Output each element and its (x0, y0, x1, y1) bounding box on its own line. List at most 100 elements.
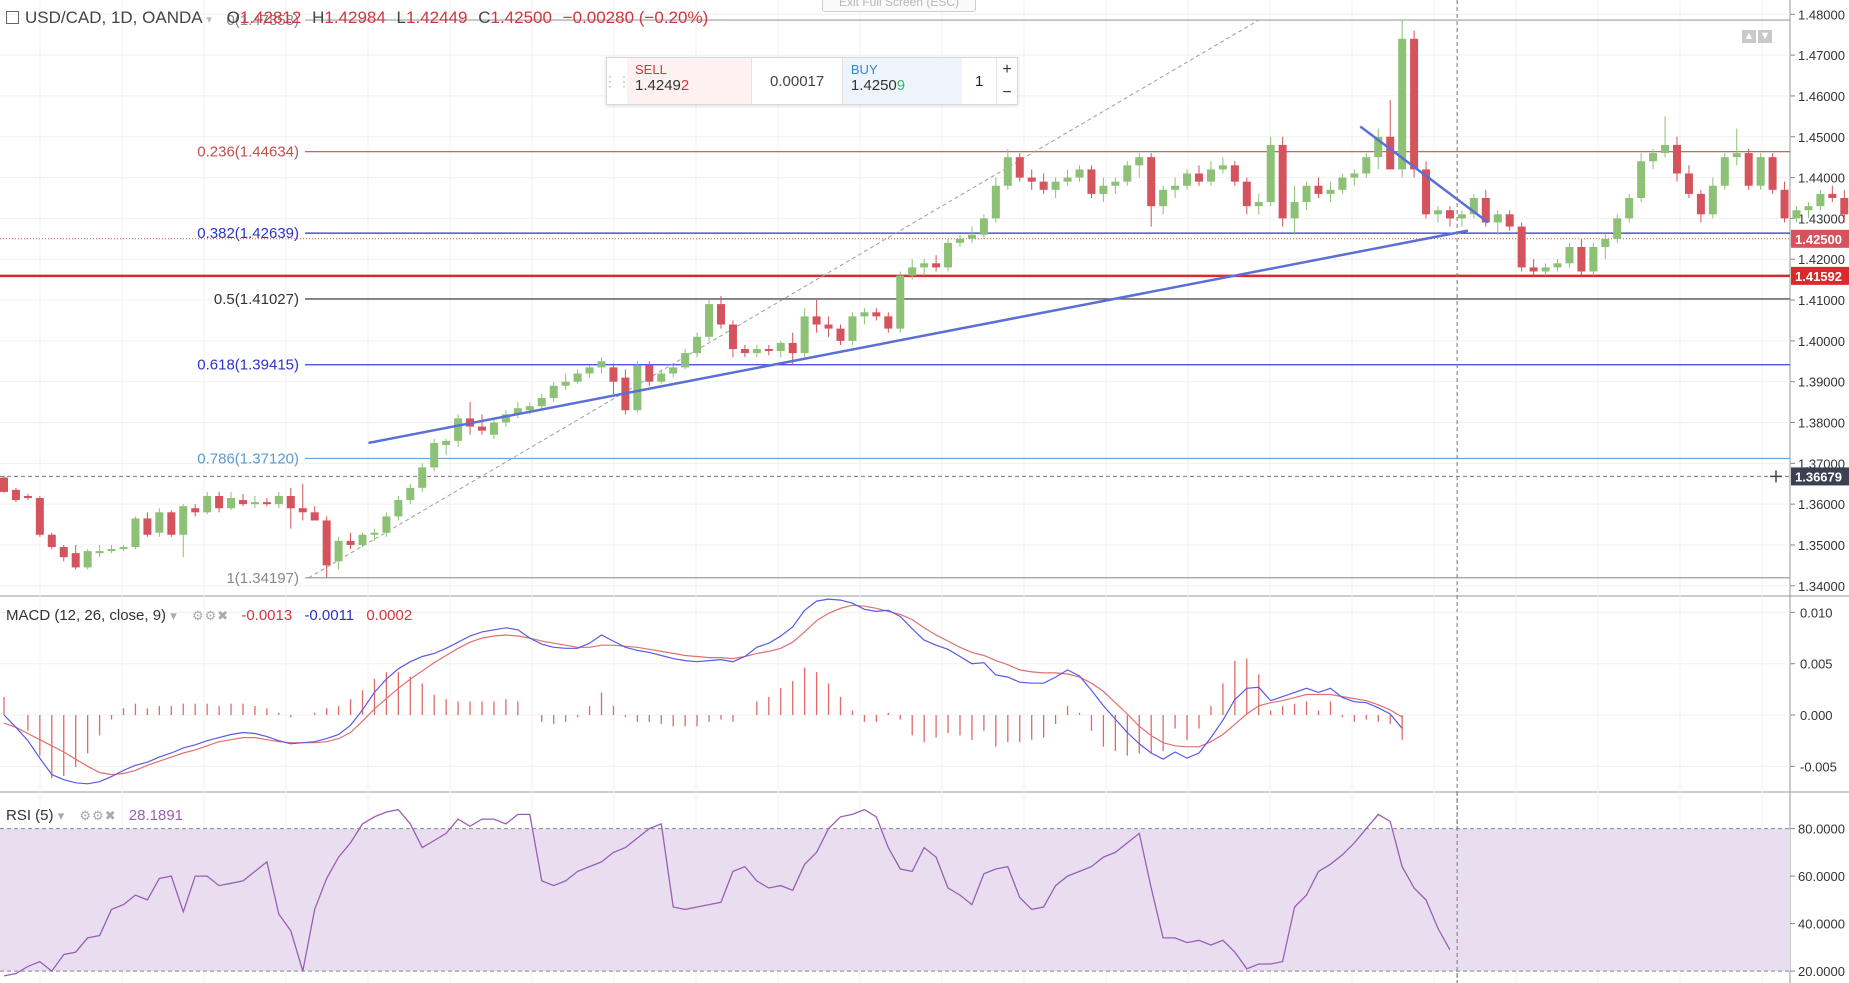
quantity-increment-button[interactable]: + (1002, 60, 1012, 78)
high-label: H (312, 8, 325, 27)
crosshair-price-badge: 1.36679 (1795, 469, 1842, 484)
candle-body (322, 520, 331, 566)
quantity-decrement-button[interactable]: − (1002, 83, 1012, 101)
candle-body (119, 547, 128, 550)
candle-body (669, 367, 678, 374)
candle-body (0, 477, 8, 492)
fib-level-label: 0.786(1.37120) (197, 450, 299, 467)
candle-body (95, 551, 104, 554)
menu-icon[interactable] (6, 11, 19, 24)
rsi-axis-label: 20.0000 (1798, 964, 1845, 979)
candle-body (788, 342, 797, 354)
candle-body (11, 489, 20, 501)
macd-axis-label: 0.000 (1800, 708, 1833, 723)
candle-body (131, 518, 140, 548)
rsi-title[interactable]: RSI (5) (6, 807, 54, 824)
chevron-down-icon[interactable]: ▾ (206, 14, 212, 26)
candle-body (167, 512, 176, 535)
candle-body (1171, 185, 1180, 190)
candle-body (1840, 197, 1849, 215)
histogram-value: 0.0002 (366, 607, 413, 624)
fib-level-label: 0.236(1.44634) (197, 144, 299, 161)
candle-body (1218, 165, 1227, 170)
candle-body (358, 534, 367, 545)
rsi-legend: RSI (5) ▾ ⚙⚙✖ 28.1891 (6, 807, 183, 824)
candle-body (633, 365, 642, 411)
candle-body (1015, 157, 1024, 178)
candle-body (250, 502, 259, 505)
low-label: L (396, 8, 407, 27)
candle-body (346, 540, 355, 545)
candle-body (1613, 218, 1622, 239)
candle-body (1350, 173, 1359, 178)
macd-title[interactable]: MACD (12, 26, close, 9) (6, 607, 167, 624)
candle-body (585, 367, 594, 374)
chevron-down-icon[interactable]: ▾ (170, 608, 178, 623)
candle-body (1266, 144, 1275, 203)
candle-body (442, 440, 451, 445)
close-label: C (478, 8, 491, 27)
signal-value: -0.0011 (304, 607, 355, 624)
high-value: 1.42984 (324, 8, 386, 27)
buy-button[interactable]: BUY 1.42509 (842, 58, 963, 104)
crosshair-price-badge-bg (1791, 467, 1849, 486)
candle-body (1111, 181, 1120, 186)
candle-body (1792, 210, 1801, 219)
candle-body (227, 498, 236, 509)
trade-panel: ⋮⋮ SELL 1.42492 0.00017 BUY 1.42509 1 + … (603, 57, 1018, 105)
ascending-trendline (368, 229, 1469, 445)
quantity-field[interactable]: 1 (962, 58, 998, 104)
close-icon[interactable]: ✖ (104, 808, 117, 823)
candle-body (1565, 246, 1574, 264)
candle-body (1637, 161, 1646, 198)
candle-body (1720, 157, 1729, 186)
candle-body (1684, 173, 1693, 194)
last-price-badge-bg (1791, 229, 1849, 248)
drag-handle-icon[interactable]: ⋮⋮ (603, 72, 631, 89)
macd-axis-label: -0.005 (1800, 759, 1837, 774)
macd-legend: MACD (12, 26, close, 9) ▾ ⚙⚙✖ -0.0013 -0… (6, 607, 412, 624)
candle-body (1159, 189, 1168, 207)
candle-body (1469, 197, 1478, 215)
candle-body (1290, 202, 1299, 219)
candle-body (1254, 202, 1263, 207)
candle-body (1206, 169, 1215, 182)
candle-body (1673, 144, 1681, 174)
macd-axis-label: 0.010 (1800, 605, 1833, 620)
sell-button[interactable]: SELL 1.42492 (627, 58, 752, 104)
chevron-down-icon[interactable]: ▾ (57, 808, 66, 823)
candle-body (1445, 210, 1454, 219)
symbol-label[interactable]: USD/CAD, 1D, OANDA (25, 8, 202, 27)
gear-icon[interactable]: ⚙ (92, 808, 105, 823)
candle-body (1410, 38, 1419, 170)
candle-body (489, 422, 498, 435)
close-icon[interactable]: ✖ (217, 608, 230, 623)
candle-body (59, 547, 68, 558)
candle-body (83, 551, 92, 568)
gear-icon[interactable]: ⚙ (204, 608, 218, 623)
pane-down-icon[interactable]: ▼ (1758, 30, 1772, 43)
candle-body (1577, 246, 1586, 272)
settings-icon[interactable]: ⚙ (79, 808, 93, 823)
buy-label: BUY (850, 62, 878, 77)
macd-line (3, 598, 1403, 785)
candle-body (1075, 169, 1084, 178)
pane-up-icon[interactable]: ▲ (1742, 30, 1756, 43)
candle-body (1589, 246, 1598, 272)
candle-body (1183, 173, 1192, 186)
rsi-axis-label: 80.0000 (1798, 822, 1845, 837)
candle-body (645, 365, 654, 382)
candle-body (884, 316, 893, 329)
candle-body (310, 512, 319, 521)
candle-body (693, 336, 702, 354)
candle-body (418, 467, 427, 488)
candle-body (824, 324, 833, 329)
candle-body (239, 500, 247, 505)
candle-body (920, 263, 929, 268)
price-axis-label: 1.39000 (1798, 375, 1845, 390)
candle-body (1625, 197, 1634, 219)
settings-icon[interactable]: ⚙ (191, 608, 205, 623)
candle-body (215, 495, 224, 509)
candle-body (657, 373, 666, 382)
